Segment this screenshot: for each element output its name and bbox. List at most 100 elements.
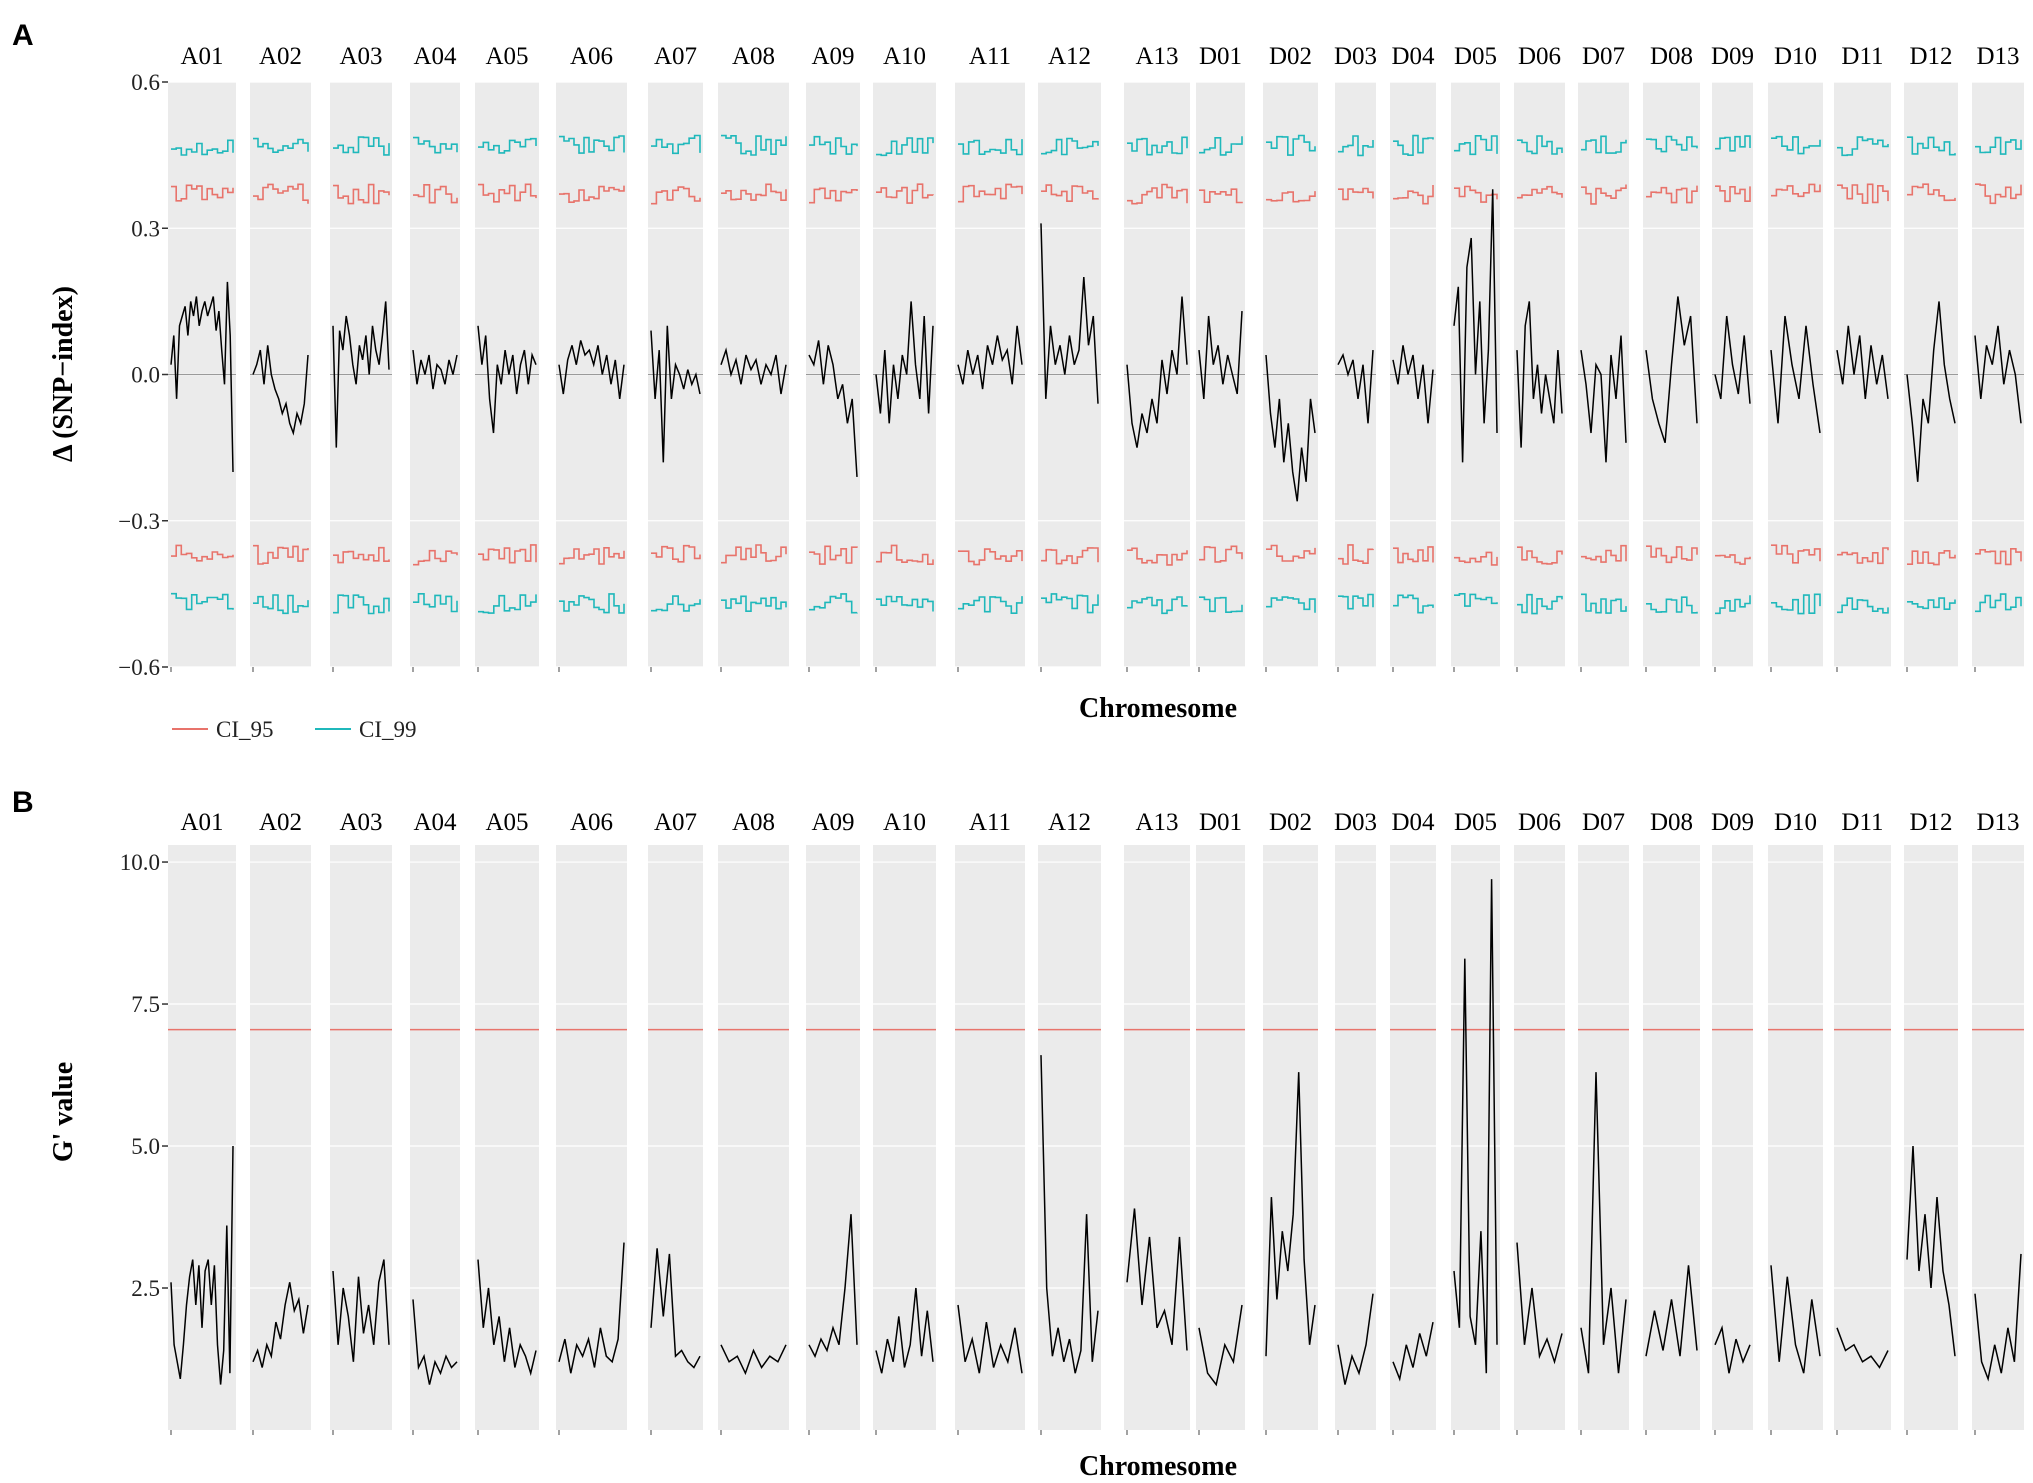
a-series-line-a07 xyxy=(650,325,701,463)
b-y-tick-label: 7.5 xyxy=(131,992,160,1017)
a-strip-label-a06: A06 xyxy=(570,43,613,70)
b-strip-label-a11: A11 xyxy=(969,809,1011,836)
a-threshold-ci95-lower-d05 xyxy=(1454,551,1498,566)
b-strip-label-a05: A05 xyxy=(485,809,528,836)
a-threshold-ci99-upper-a03 xyxy=(333,136,390,156)
b-series-line-a06 xyxy=(558,1242,625,1374)
a-y-tick-label: −0.3 xyxy=(118,509,160,534)
a-strip-label-a13: A13 xyxy=(1135,43,1178,70)
a-threshold-ci99-lower-d04 xyxy=(1393,594,1434,614)
b-facet-a02 xyxy=(250,845,311,1430)
b-series-line-d13 xyxy=(1974,1253,2022,1382)
a-threshold-ci99-upper-d04 xyxy=(1393,134,1434,156)
a-series-line-d07 xyxy=(1580,335,1627,463)
b-facet-a10 xyxy=(873,845,936,1430)
a-series-line-a05 xyxy=(477,325,537,434)
panel-b: B 10.0 7.5 5.0 2.5 A01 A02 A03 A04 A05 A06 A07 A08… xyxy=(12,786,2024,1482)
b-facet-d13 xyxy=(1972,845,2024,1430)
a-y-tick-label: 0.6 xyxy=(131,70,160,95)
b-facet-a04 xyxy=(410,845,460,1430)
a-threshold-ci99-lower-a13 xyxy=(1127,596,1188,615)
a-threshold-ci99-upper-a12 xyxy=(1041,137,1099,156)
a-series-line-d04 xyxy=(1392,345,1434,424)
a-threshold-ci99-lower-d01 xyxy=(1199,596,1243,613)
a-series-line-a03 xyxy=(332,301,390,448)
a-threshold-ci95-lower-a04 xyxy=(413,549,458,566)
a-threshold-ci99-lower-d11 xyxy=(1837,597,1889,614)
b-strip-label-d11: D11 xyxy=(1841,809,1883,836)
a-threshold-ci95-lower-a03 xyxy=(333,546,390,564)
b-strip-label-a07: A07 xyxy=(654,809,697,836)
b-strip-label-a12: A12 xyxy=(1048,809,1091,836)
b-series-line-d02 xyxy=(1265,1072,1316,1357)
b-series-line-a02 xyxy=(252,1282,309,1368)
a-threshold-ci95-upper-d08 xyxy=(1646,185,1698,204)
a-strip-label-d10: D10 xyxy=(1774,43,1817,70)
a-threshold-ci99-lower-d03 xyxy=(1338,593,1374,610)
a-strip-label-a09: A09 xyxy=(811,43,854,70)
a-threshold-ci95-upper-a09 xyxy=(809,187,858,204)
a-threshold-ci99-upper-a04 xyxy=(413,136,458,154)
a-threshold-ci95-lower-a06 xyxy=(559,547,625,565)
a-threshold-ci95-upper-d04 xyxy=(1393,185,1434,205)
a-threshold-ci95-upper-d05 xyxy=(1454,185,1498,203)
a-threshold-ci99-upper-a05 xyxy=(478,137,537,154)
a-strip-label-d09: D09 xyxy=(1711,43,1754,70)
b-strip-label-a08: A08 xyxy=(732,809,775,836)
a-series-line-a04 xyxy=(412,350,458,390)
a-threshold-ci99-upper-a06 xyxy=(559,135,625,154)
a-strip-label-d02: D02 xyxy=(1269,43,1312,70)
b-facet-a13 xyxy=(1124,845,1190,1430)
a-threshold-ci99-upper-d07 xyxy=(1581,135,1627,154)
a-threshold-ci95-upper-a05 xyxy=(478,183,537,203)
a-series-line-a10 xyxy=(875,301,934,424)
b-facet-a03 xyxy=(330,845,392,1430)
a-threshold-ci99-upper-a13 xyxy=(1127,136,1188,156)
b-series-line-a12 xyxy=(1040,1055,1099,1374)
a-y-tick-label: −0.6 xyxy=(118,655,160,680)
b-facet-d08 xyxy=(1643,845,1700,1430)
a-threshold-ci99-upper-a01 xyxy=(171,139,234,156)
b-strip-label-d05: D05 xyxy=(1454,809,1497,836)
a-threshold-ci95-upper-a08 xyxy=(721,183,787,201)
a-y-tick-label: 0.0 xyxy=(131,363,160,388)
a-threshold-ci95-upper-d09 xyxy=(1715,185,1751,203)
a-threshold-ci95-lower-a11 xyxy=(958,548,1023,566)
a-threshold-ci95-lower-a01 xyxy=(171,544,234,562)
b-series-line-a03 xyxy=(332,1259,390,1362)
b-strip-label-a01: A01 xyxy=(180,809,223,836)
a-series-line-d13 xyxy=(1974,325,2022,424)
b-facet-d01 xyxy=(1196,845,1245,1430)
legend-ci95-label: CI_95 xyxy=(216,717,274,742)
legend: CI_95 CI_99 xyxy=(172,717,417,742)
b-series-line-d06 xyxy=(1516,1242,1563,1365)
a-series-line-a02 xyxy=(252,345,309,436)
a-series-line-d11 xyxy=(1836,325,1889,399)
a-threshold-ci95-upper-a01 xyxy=(171,184,234,202)
a-strip-label-d08: D08 xyxy=(1650,43,1693,70)
b-series-line-d03 xyxy=(1337,1293,1374,1385)
a-strip-label-a11: A11 xyxy=(969,43,1011,70)
b-strip-label-d09: D09 xyxy=(1711,809,1754,836)
panel-a: A 0.6 0.3 0.0 −0.3 −0.6 A01 A02 A03 A04 A05 A06 A0… xyxy=(12,19,2024,742)
a-threshold-ci99-lower-d13 xyxy=(1975,593,2022,613)
b-y-tick-label: 2.5 xyxy=(131,1276,160,1301)
a-series-line-d03 xyxy=(1337,350,1374,424)
a-series-line-d10 xyxy=(1770,315,1821,434)
a-y-tick-label: 0.3 xyxy=(131,216,160,241)
a-threshold-ci99-lower-a10 xyxy=(876,595,934,612)
a-strip-label-d04: D04 xyxy=(1391,43,1435,70)
b-facet-a06 xyxy=(556,845,627,1430)
a-series-line-d05 xyxy=(1453,189,1498,463)
a-threshold-ci99-upper-a02 xyxy=(253,137,309,153)
a-strip-label-a07: A07 xyxy=(654,43,697,70)
b-facet-d12 xyxy=(1904,845,1958,1430)
a-threshold-ci95-lower-d07 xyxy=(1581,544,1627,563)
b-series-line-d07 xyxy=(1580,1072,1627,1374)
b-strip-label-d02: D02 xyxy=(1269,809,1312,836)
b-strip-label-a13: A13 xyxy=(1135,809,1178,836)
a-threshold-ci99-lower-d08 xyxy=(1646,596,1698,614)
a-threshold-ci95-lower-d13 xyxy=(1975,548,2022,566)
a-threshold-ci99-lower-d02 xyxy=(1266,596,1316,613)
a-threshold-ci95-upper-d11 xyxy=(1837,183,1889,204)
